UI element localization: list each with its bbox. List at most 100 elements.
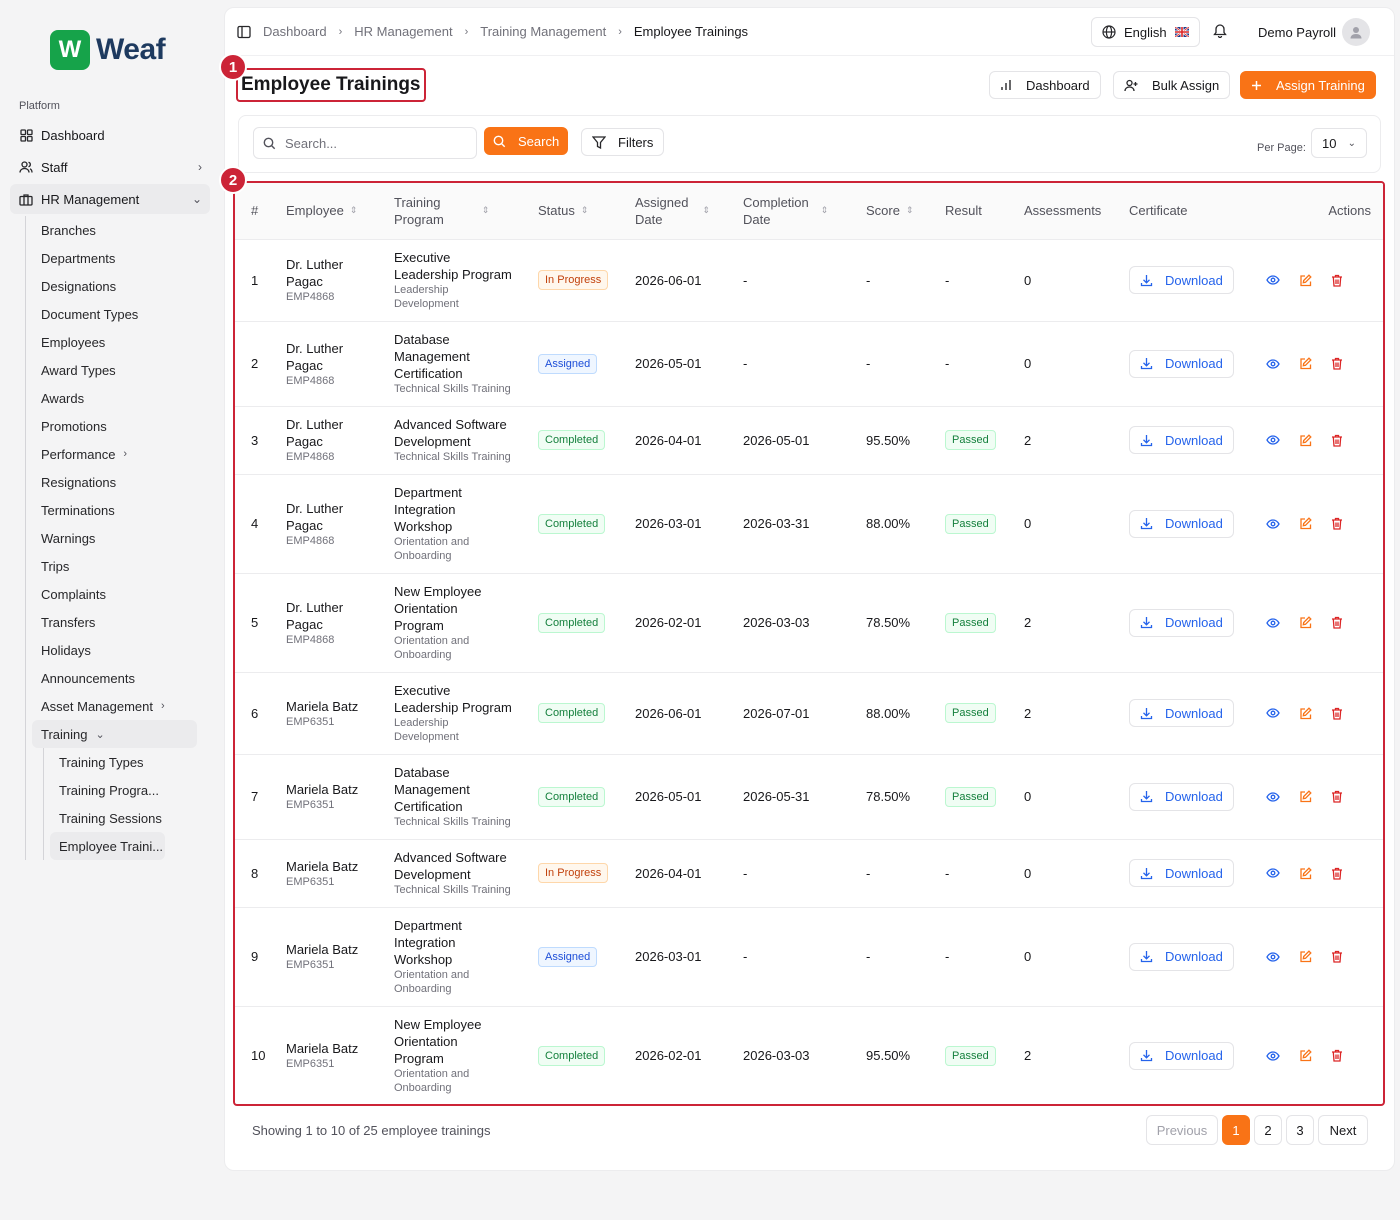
sidebar-item-designations[interactable]: Designations [41,278,117,294]
search-field[interactable] [253,127,477,159]
trash-icon[interactable] [1331,434,1343,447]
page-button-2[interactable]: 2 [1254,1115,1282,1145]
avatar[interactable] [1342,18,1370,46]
download-certificate-button[interactable]: Download [1129,349,1234,378]
sidebar-item-training[interactable]: Training ⌄ [32,720,197,748]
user-name[interactable]: Demo Payroll [1258,25,1337,40]
edit-icon[interactable] [1299,1049,1312,1062]
eye-icon[interactable] [1266,791,1280,802]
trash-icon[interactable] [1331,950,1343,963]
download-certificate-button[interactable]: Download [1129,699,1234,727]
column-header-employee[interactable]: Employee ⇕ [286,183,394,240]
sidebar-item-transfers[interactable]: Transfers [41,614,96,630]
download-certificate-button[interactable]: Download [1129,509,1234,538]
search-button[interactable]: Search [484,127,569,155]
filters-button[interactable]: Filters [581,128,665,156]
sidebar-item-employees[interactable]: Employees [41,334,106,350]
download-certificate-button[interactable]: Download [1129,608,1234,637]
language-selector[interactable]: English [1091,17,1200,47]
sidebar-item-holidays[interactable]: Holidays [41,642,91,658]
search-input[interactable] [285,135,465,151]
column-header-score[interactable]: Score ⇕ [866,183,945,240]
edit-icon[interactable] [1299,616,1312,629]
breadcrumb-current: Employee Trainings [633,24,749,39]
trash-icon[interactable] [1331,707,1343,720]
sidebar-item-resignations[interactable]: Resignations [41,474,117,490]
download-certificate-button[interactable]: Download [1129,859,1234,887]
trash-icon[interactable] [1331,790,1343,803]
assign-training-button[interactable]: Assign Training [1240,71,1376,99]
next-page-button[interactable]: Next [1318,1115,1368,1145]
sidebar-item-trips[interactable]: Trips [41,558,70,574]
column-header-training-program[interactable]: Training Program ⇕ [394,183,538,240]
employee-cell: Mariela Batz EMP6351 [286,672,394,755]
bulk-assign-button[interactable]: Bulk Assign [1113,71,1231,99]
sidebar-item-hr-management[interactable]: HR Management ⌄ [10,184,210,214]
trash-icon[interactable] [1331,357,1343,370]
download-certificate-button[interactable]: Download [1129,1041,1234,1070]
sidebar-item-complaints[interactable]: Complaints [41,586,107,602]
column-header-completion-date[interactable]: Completion Date ⇕ [743,183,866,240]
eye-icon[interactable] [1266,518,1280,529]
sidebar-item-warnings[interactable]: Warnings [41,530,96,546]
training-program-cell: Advanced Software Development Technical Sk… [394,839,538,908]
sidebar-item-asset-management[interactable]: Asset Management › [32,692,197,720]
sidebar-item-staff[interactable]: Staff › [10,152,210,182]
page-button-3[interactable]: 3 [1286,1115,1314,1145]
sidebar-item-dashboard[interactable]: Dashboard [10,120,210,150]
sidebar-item-departments[interactable]: Departments [41,250,116,266]
edit-icon[interactable] [1299,517,1312,530]
trash-icon[interactable] [1331,867,1343,880]
edit-icon[interactable] [1299,706,1312,720]
trash-icon[interactable] [1331,616,1343,629]
download-certificate-button[interactable]: Download [1129,426,1234,454]
sidebar-item-announcements[interactable]: Announcements [41,670,135,686]
page-button-1[interactable]: 1 [1222,1115,1250,1145]
employee-cell: Dr. Luther Pagac EMP4868 [286,239,394,322]
result-badge: Passed [945,612,996,633]
edit-icon[interactable] [1299,790,1312,803]
sidebar-item-performance[interactable]: Performance › [32,440,197,468]
eye-icon[interactable] [1266,951,1280,962]
sidebar-item-employee-trainings[interactable]: Employee Traini... [50,832,165,860]
dashboard-button[interactable]: Dashboard [989,71,1101,99]
sidebar-item-training-sessions[interactable]: Training Sessions [59,810,162,826]
eye-icon[interactable] [1266,868,1280,878]
sidebar-item-branches[interactable]: Branches [41,222,96,238]
edit-icon[interactable] [1299,950,1312,963]
breadcrumb-dashboard[interactable]: Dashboard [263,24,327,39]
sidebar-item-training-types[interactable]: Training Types [59,754,144,770]
download-certificate-button[interactable]: Download [1129,942,1234,971]
training-program-cell: Executive Leadership Program Leadership Dev… [394,239,538,322]
eye-icon[interactable] [1266,275,1280,285]
edit-icon[interactable] [1299,273,1312,287]
eye-icon[interactable] [1266,358,1280,369]
trash-icon[interactable] [1331,274,1343,287]
edit-icon[interactable] [1299,433,1312,447]
download-certificate-button[interactable]: Download [1129,782,1234,811]
sidebar-item-promotions[interactable]: Promotions [41,418,107,434]
per-page-select[interactable]: 10 ⌄ [1311,128,1367,158]
previous-page-button[interactable]: Previous [1146,1115,1218,1145]
trash-icon[interactable] [1331,1049,1343,1062]
sidebar-item-terminations[interactable]: Terminations [41,502,115,518]
column-header-status[interactable]: Status ⇕ [538,183,635,240]
eye-icon[interactable] [1266,708,1280,718]
bell-icon[interactable] [1213,23,1227,41]
eye-icon[interactable] [1266,617,1280,628]
download-certificate-button[interactable]: Download [1129,266,1234,294]
sidebar-item-awards[interactable]: Awards [41,390,85,406]
breadcrumb-hr-management[interactable]: HR Management [354,24,453,39]
logo[interactable]: W Weaf [50,28,220,72]
column-header-assigned-date[interactable]: Assigned Date ⇕ [635,183,743,240]
eye-icon[interactable] [1266,435,1280,445]
eye-icon[interactable] [1266,1051,1280,1061]
breadcrumb-training-management[interactable]: Training Management [480,24,607,39]
edit-icon[interactable] [1299,357,1312,370]
trash-icon[interactable] [1331,517,1343,530]
edit-icon[interactable] [1299,866,1312,880]
sidebar-item-award-types[interactable]: Award Types [41,362,116,378]
sidebar-item-training-programs[interactable]: Training Progra... [59,782,159,798]
sidebar-item-document-types[interactable]: Document Types [41,306,139,322]
sidebar-toggle-icon[interactable] [237,25,251,39]
